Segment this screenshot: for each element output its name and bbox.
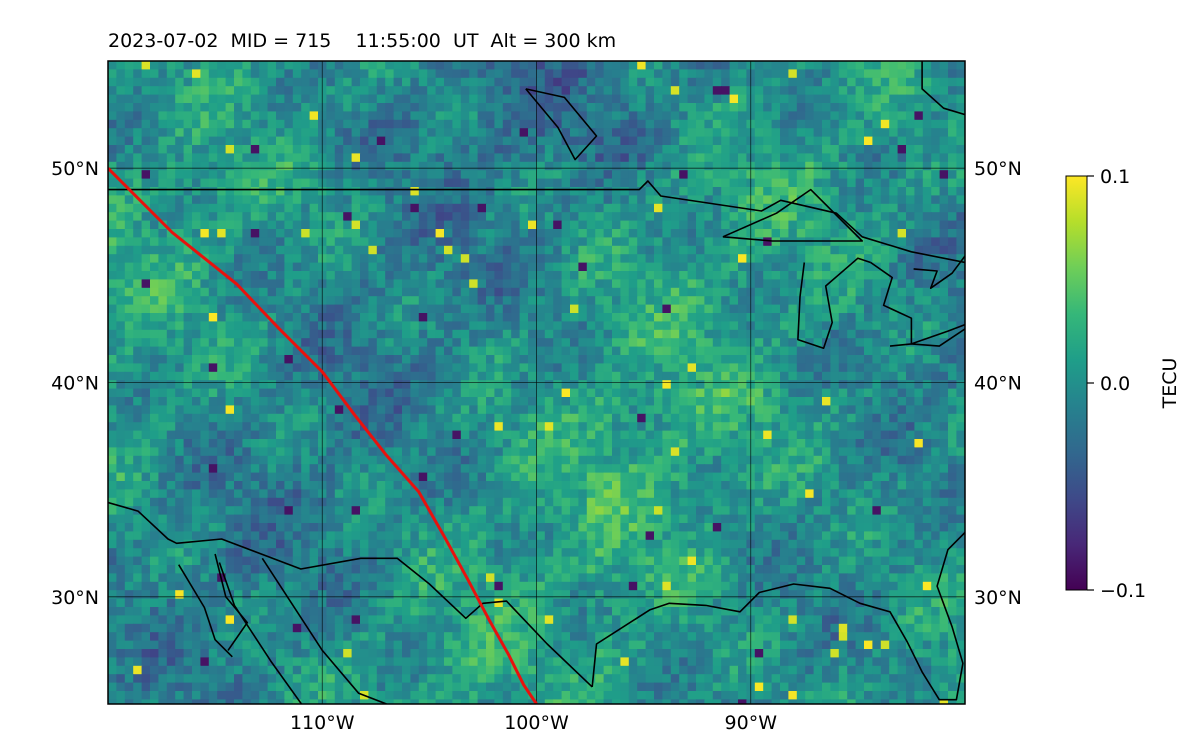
coastline-13: [178, 564, 233, 658]
colorbar: 0.1 0.0 −0.1 TECU: [1065, 166, 1181, 602]
lat-label-right-1: 40°N: [974, 373, 1022, 395]
lat-label-right-2: 30°N: [974, 587, 1022, 609]
lat-label-right-0: 50°N: [974, 158, 1022, 180]
colorbar-label: TECU: [1159, 358, 1181, 410]
coastline-3: [870, 261, 965, 347]
lon-label-1: 100°W: [504, 712, 569, 734]
lat-label-left-2: 30°N: [51, 587, 99, 609]
lat-label-left-1: 40°N: [51, 373, 99, 395]
lon-label-0: 110°W: [290, 712, 355, 734]
coastline-11: [218, 562, 303, 704]
latitude-labels-left: 50°N 40°N 30°N: [51, 158, 99, 609]
map-frame: [107, 60, 966, 705]
colorbar-tick-label-2: −0.1: [1100, 580, 1146, 602]
coastline-6: [921, 61, 965, 116]
coastline-2: [797, 257, 871, 349]
coastline-9: [591, 531, 965, 701]
tec-heatmap: [108, 61, 965, 704]
coastline-5: [913, 255, 965, 289]
coastline-8: [108, 501, 593, 688]
coastline-0: [108, 180, 965, 264]
coastline-1: [722, 188, 863, 242]
colorbar-tick-label-1: 0.0: [1100, 373, 1130, 395]
lon-label-2: 90°W: [725, 712, 778, 734]
lat-label-left-0: 50°N: [51, 158, 99, 180]
latitude-labels-right: 50°N 40°N 30°N: [974, 158, 1022, 609]
colorbar-ticks: 0.1 0.0 −0.1: [1087, 166, 1146, 602]
satellite-track-line: [108, 167, 538, 704]
coastline-4: [889, 323, 965, 347]
colorbar-tick-label-0: 0.1: [1100, 166, 1130, 188]
longitude-labels: 110°W 100°W 90°W: [290, 712, 777, 734]
graticule: [108, 61, 965, 704]
plot-title: 2023-07-02 MID = 715 11:55:00 UT Alt = 3…: [108, 30, 617, 52]
coastlines: [108, 61, 965, 704]
coastline-7: [525, 88, 598, 161]
coastline-10: [261, 557, 387, 704]
coastline-12: [214, 553, 249, 651]
colorbar-scale: [1065, 175, 1088, 591]
